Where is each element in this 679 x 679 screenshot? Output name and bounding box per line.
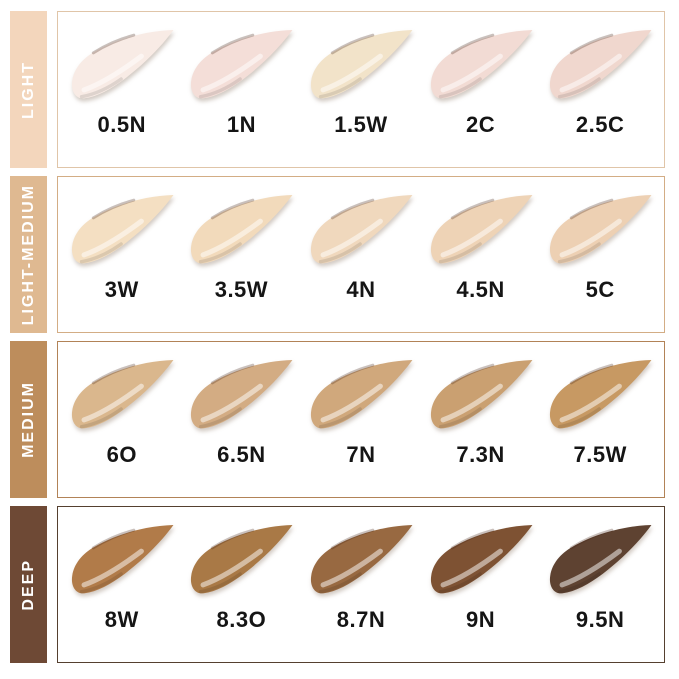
product-smear-icon bbox=[191, 525, 293, 594]
product-smear-icon bbox=[430, 195, 533, 264]
swatch-box: 6O 6.5N 7N 7.3N 7.5W bbox=[57, 341, 665, 498]
shade-swatch: 4.5N bbox=[421, 177, 541, 332]
product-smear-icon bbox=[310, 195, 413, 264]
category-label: LIGHT-MEDIUM bbox=[19, 183, 37, 326]
shade-swatch: 9N bbox=[421, 507, 541, 662]
shade-name: 9.5N bbox=[575, 607, 625, 632]
product-smear-icon bbox=[550, 195, 652, 264]
shade-name: 7N bbox=[346, 442, 376, 467]
shade-swatch: 7.5W bbox=[540, 342, 660, 497]
category-label: LIGHT bbox=[19, 60, 37, 119]
product-smear-icon bbox=[550, 30, 652, 99]
shade-swatch: 7N bbox=[301, 342, 421, 497]
shade-name: 3.5W bbox=[214, 277, 269, 302]
swatch-box: 0.5N 1N 1.5W 2C 2.5C bbox=[57, 11, 665, 168]
category-band: DEEP bbox=[10, 506, 47, 663]
shade-name: 1.5W bbox=[334, 112, 388, 137]
product-smear-icon bbox=[71, 30, 174, 99]
shade-swatch: 1.5W bbox=[301, 12, 421, 167]
shade-swatch: 0.5N bbox=[62, 12, 182, 167]
shade-name: 6O bbox=[106, 442, 137, 467]
shade-name: 8.7N bbox=[336, 607, 386, 632]
shade-name: 3W bbox=[104, 277, 139, 302]
shade-name: 9N bbox=[466, 607, 496, 632]
shade-swatch: 1N bbox=[182, 12, 302, 167]
category-band: LIGHT bbox=[10, 11, 47, 168]
swatch-box: 8W 8.3O 8.7N 9N 9.5N bbox=[57, 506, 665, 663]
shade-row: LIGHT 0.5N 1N 1.5W bbox=[10, 11, 665, 168]
shade-row: LIGHT-MEDIUM 3W 3.5W 4N bbox=[10, 176, 665, 333]
shade-swatch: 8.7N bbox=[301, 507, 421, 662]
shade-name: 5C bbox=[585, 277, 615, 302]
product-smear-icon bbox=[191, 195, 293, 264]
product-smear-icon bbox=[310, 30, 413, 99]
product-smear-icon bbox=[430, 30, 533, 99]
shade-swatch: 6O bbox=[62, 342, 182, 497]
category-band: LIGHT-MEDIUM bbox=[10, 176, 47, 333]
shade-swatch: 8W bbox=[62, 507, 182, 662]
shade-name: 7.5W bbox=[573, 442, 627, 467]
product-smear-icon bbox=[71, 525, 174, 594]
product-smear-icon bbox=[430, 525, 533, 594]
shade-name: 8W bbox=[104, 607, 139, 632]
shade-name: 4N bbox=[346, 277, 376, 302]
shade-swatch: 7.3N bbox=[421, 342, 541, 497]
shade-name: 4.5N bbox=[456, 277, 505, 302]
shade-swatch: 3W bbox=[62, 177, 182, 332]
shade-name: 2.5C bbox=[575, 112, 625, 137]
category-band: MEDIUM bbox=[10, 341, 47, 498]
product-smear-icon bbox=[430, 360, 533, 429]
product-smear-icon bbox=[310, 360, 413, 429]
shade-name: 8.3O bbox=[216, 607, 267, 632]
shade-name: 0.5N bbox=[97, 112, 147, 137]
product-smear-icon bbox=[550, 360, 652, 429]
product-smear-icon bbox=[71, 195, 174, 264]
shade-swatch: 4N bbox=[301, 177, 421, 332]
shade-swatch: 2C bbox=[421, 12, 541, 167]
shade-row: MEDIUM 6O 6.5N 7N bbox=[10, 341, 665, 498]
shade-name: 6.5N bbox=[217, 442, 266, 467]
swatch-box: 3W 3.5W 4N 4.5N 5C bbox=[57, 176, 665, 333]
product-smear-icon bbox=[191, 360, 293, 429]
product-smear-icon bbox=[191, 30, 293, 99]
shade-row: DEEP 8W 8.3O 8.7N bbox=[10, 506, 665, 663]
shade-name: 7.3N bbox=[456, 442, 505, 467]
category-label: MEDIUM bbox=[19, 381, 37, 458]
shade-swatch: 8.3O bbox=[182, 507, 302, 662]
product-smear-icon bbox=[310, 525, 413, 594]
shade-swatch: 2.5C bbox=[540, 12, 660, 167]
shade-swatch: 5C bbox=[540, 177, 660, 332]
product-smear-icon bbox=[71, 360, 174, 429]
shade-name: 1N bbox=[226, 112, 256, 137]
shade-swatch: 9.5N bbox=[540, 507, 660, 662]
category-label: DEEP bbox=[19, 558, 37, 611]
shade-swatch: 6.5N bbox=[182, 342, 302, 497]
product-smear-icon bbox=[550, 525, 652, 594]
shade-swatch: 3.5W bbox=[182, 177, 302, 332]
shade-name: 2C bbox=[466, 112, 496, 137]
